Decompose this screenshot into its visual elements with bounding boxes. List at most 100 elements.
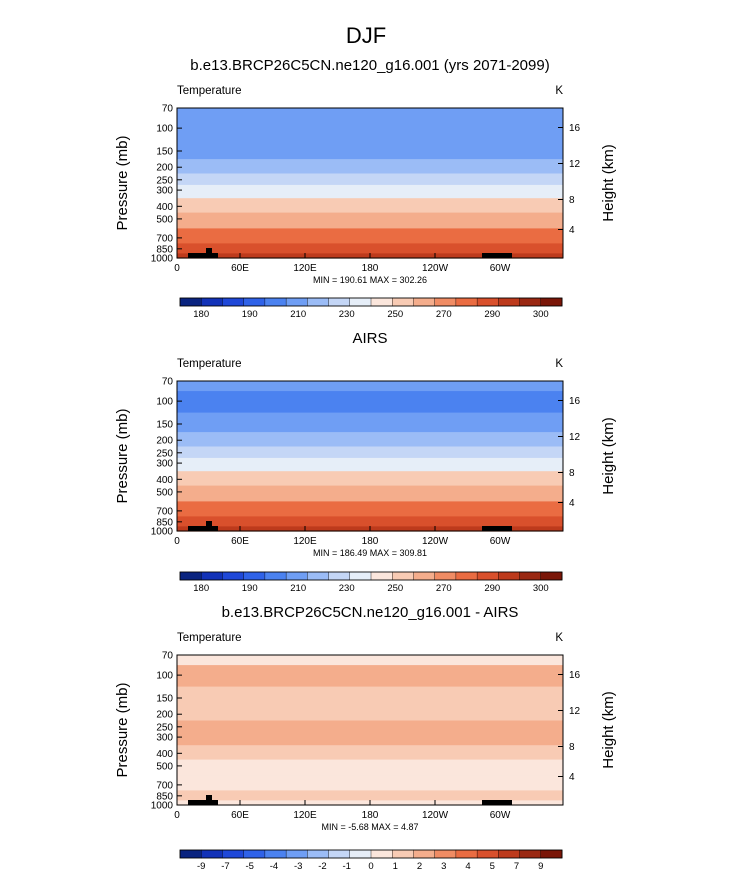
- contour-band: [177, 243, 563, 255]
- colorbar-label: 2: [417, 861, 422, 872]
- colorbar-swatch: [519, 297, 542, 307]
- colorbar-label: -5: [245, 861, 253, 872]
- panel-title: AIRS: [352, 330, 387, 347]
- colorbar-swatch: [476, 849, 499, 859]
- y2-tick-label: 8: [569, 468, 575, 479]
- y2-tick-label: 12: [569, 432, 581, 443]
- colorbar-swatch: [370, 571, 393, 581]
- colorbar-swatch: [285, 849, 308, 859]
- contour-band: [177, 432, 563, 448]
- y2-tick-label: 8: [569, 195, 575, 206]
- y-tick-label: 1000: [151, 527, 174, 538]
- x-tick-label: 120W: [422, 536, 449, 547]
- colorbar-swatch: [328, 297, 351, 307]
- colorbar-swatch: [349, 571, 372, 581]
- y-tick-label: 200: [156, 163, 173, 174]
- panel-title: b.e13.BRCP26C5CN.ne120_g16.001 - AIRS: [222, 604, 519, 621]
- contour-band: [177, 759, 563, 776]
- colorbar-swatch: [243, 849, 266, 859]
- y-tick-label: 1000: [151, 801, 174, 812]
- colorbar-swatch: [349, 297, 372, 307]
- topography-mask: [482, 253, 512, 258]
- colorbar-swatch: [434, 571, 457, 581]
- colorbar-swatch: [540, 849, 563, 859]
- y-tick-label: 700: [156, 506, 173, 517]
- y-tick-label: 850: [156, 244, 173, 255]
- contour-band: [177, 457, 563, 472]
- colorbar-label: 300: [533, 309, 549, 320]
- contour-band: [177, 471, 563, 487]
- y-tick-label: 400: [156, 749, 173, 760]
- colorbar-label: -3: [294, 861, 302, 872]
- colorbar-label: 190: [242, 583, 258, 594]
- x-tick-label: 60W: [490, 536, 511, 547]
- y-tick-label: 500: [156, 214, 173, 225]
- x-tick-label: 120E: [293, 536, 317, 547]
- contour-band: [177, 228, 563, 244]
- y-tick-label: 850: [156, 517, 173, 528]
- x-tick-label: 60E: [231, 263, 249, 274]
- topography-mask: [482, 526, 512, 531]
- colorbar-label: -9: [197, 861, 205, 872]
- colorbar-swatch: [307, 571, 330, 581]
- colorbar-frame: [179, 297, 563, 307]
- min-max-stats: MIN = 190.61 MAX = 302.26: [313, 275, 427, 285]
- colorbar-swatch: [201, 571, 223, 581]
- y-tick-label: 300: [156, 186, 173, 197]
- colorbar-swatch: [328, 849, 351, 859]
- y2-tick-label: 4: [569, 498, 575, 509]
- colorbar-swatch: [370, 849, 393, 859]
- min-max-stats: MIN = -5.68 MAX = 4.87: [321, 822, 418, 832]
- contour-band: [177, 775, 563, 791]
- x-tick-label: 120E: [293, 810, 317, 821]
- colorbar-label: 210: [290, 309, 306, 320]
- colorbar-label: 270: [436, 583, 452, 594]
- contour-band: [177, 118, 563, 141]
- y-tick-label: 850: [156, 791, 173, 802]
- y-tick-label: 70: [162, 651, 174, 662]
- colorbar-swatch: [498, 571, 521, 581]
- colorbar-swatch: [328, 571, 351, 581]
- colorbar-swatch: [392, 571, 414, 581]
- x-tick-label: 60W: [490, 810, 511, 821]
- x-tick-label: 180: [362, 263, 379, 274]
- colorbar-swatch: [222, 571, 245, 581]
- y2-tick-label: 4: [569, 772, 575, 783]
- colorbar-label: 5: [490, 861, 495, 872]
- colorbar-swatch: [307, 297, 330, 307]
- colorbar-swatch: [413, 571, 436, 581]
- colorbar-label: 9: [538, 861, 543, 872]
- colorbar-swatch: [307, 849, 330, 859]
- y-tick-label: 700: [156, 233, 173, 244]
- topography-mask: [206, 521, 212, 531]
- topography-mask: [206, 795, 212, 805]
- colorbar-swatch: [434, 297, 457, 307]
- colorbar-swatch: [413, 849, 436, 859]
- colorbar-swatch: [540, 297, 563, 307]
- colorbar-swatch: [179, 849, 202, 859]
- contour-band: [177, 790, 563, 802]
- y-tick-label: 150: [156, 146, 173, 157]
- contour-band: [177, 173, 563, 186]
- y-tick-label: 500: [156, 761, 173, 772]
- colorbar-swatch: [476, 571, 499, 581]
- y-tick-label: 70: [162, 377, 174, 388]
- panel-3: b.e13.BRCP26C5CN.ne120_g16.001 - AIRS Tem…: [114, 604, 617, 872]
- contour-band: [177, 686, 563, 707]
- y-axis-title: Pressure (mb): [114, 682, 131, 777]
- contour-band: [177, 381, 563, 392]
- x-tick-label: 120E: [293, 263, 317, 274]
- y-tick-label: 100: [156, 671, 173, 682]
- topography-mask: [482, 800, 512, 805]
- y2-tick-label: 16: [569, 670, 581, 681]
- x-tick-label: 120W: [422, 263, 449, 274]
- y-tick-label: 300: [156, 459, 173, 470]
- colorbar-swatch: [519, 571, 542, 581]
- contour-band: [177, 184, 563, 199]
- y-tick-label: 250: [156, 722, 173, 733]
- contour-band: [177, 720, 563, 733]
- topography-mask: [188, 800, 218, 805]
- colorbar-label: 270: [436, 309, 452, 320]
- contour-band: [177, 159, 563, 175]
